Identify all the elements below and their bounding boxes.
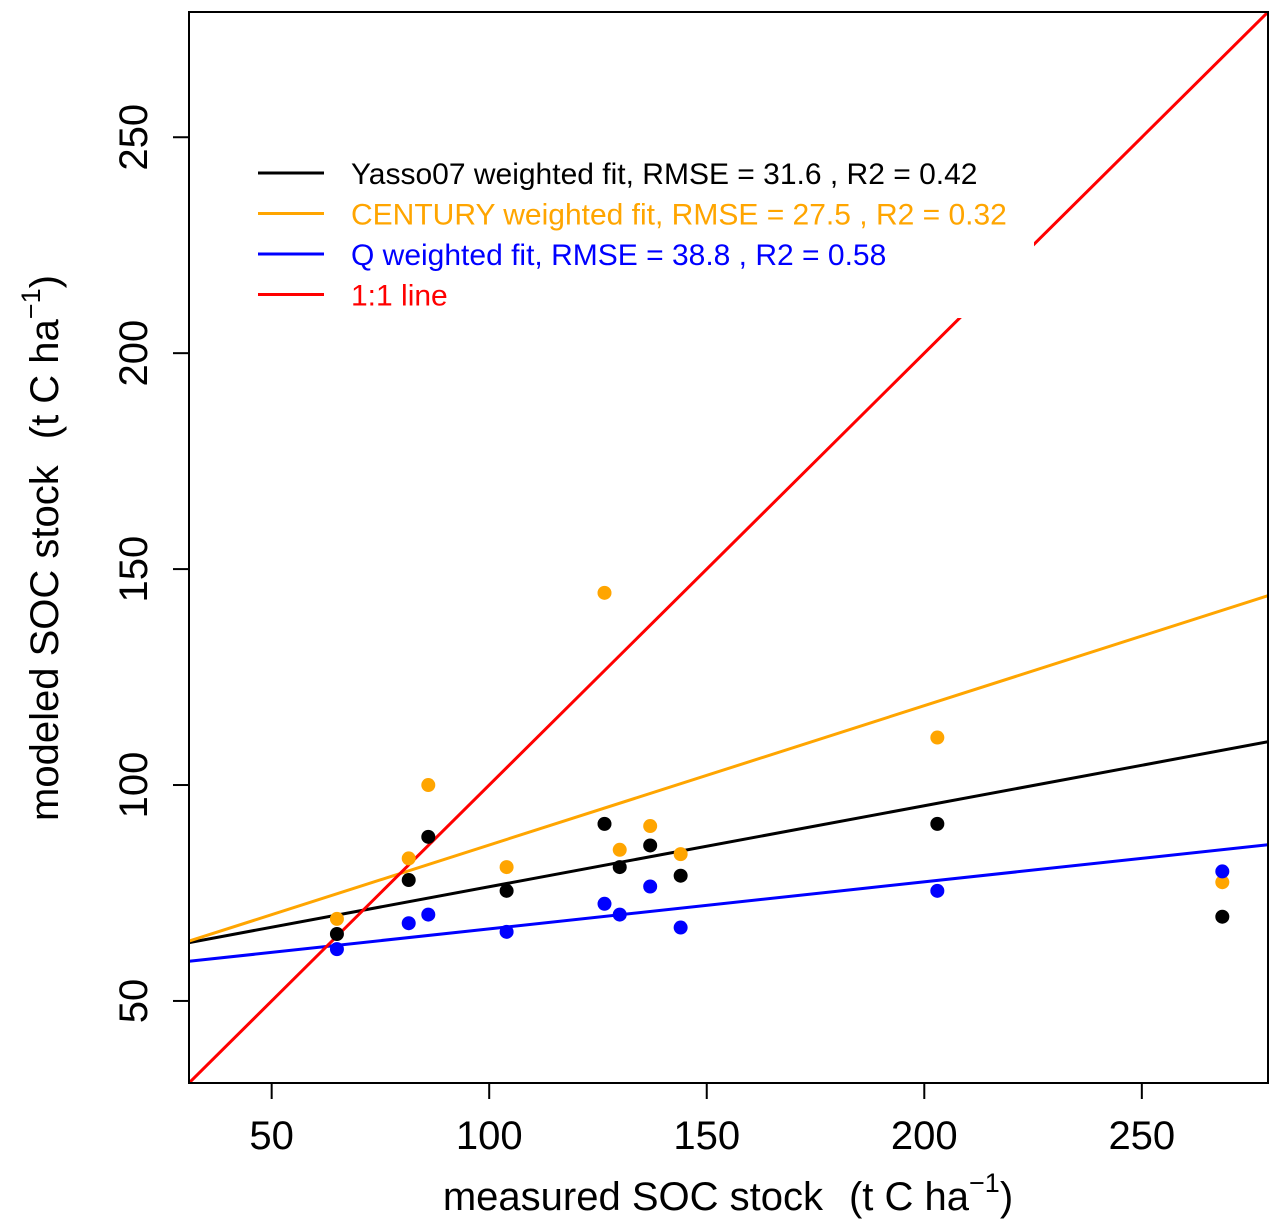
fit-line-series-1	[189, 740, 1268, 945]
data-point-series-3	[329, 942, 344, 957]
data-point-series-3	[421, 907, 436, 922]
x-tick-label: 250	[1108, 1114, 1175, 1158]
data-point-series-2	[673, 847, 688, 862]
data-point-series-2	[401, 851, 416, 866]
fit-line-series-3	[189, 843, 1268, 963]
x-tick-label: 150	[673, 1114, 740, 1158]
data-point-series-1	[1215, 909, 1230, 924]
data-point-series-1	[421, 829, 436, 844]
plot-lines	[189, 12, 1268, 1083]
y-tick-label: 250	[112, 104, 156, 171]
data-point-series-1	[597, 816, 612, 831]
y-tick-label: 150	[112, 536, 156, 603]
y-tick-label: 100	[112, 752, 156, 819]
plot-points	[329, 585, 1230, 957]
data-point-series-3	[597, 896, 612, 911]
data-point-series-2	[421, 778, 436, 793]
x-axis-title: measured SOC stock (t C ha−1)	[443, 1168, 1013, 1219]
reference-line-1-1	[189, 12, 1268, 1083]
data-point-series-2	[597, 585, 612, 600]
data-point-series-1	[643, 838, 658, 853]
x-axis: 50 100 150 200 250	[249, 1083, 1175, 1158]
data-point-series-1	[930, 816, 945, 831]
data-point-series-1	[612, 860, 627, 875]
y-axis-title: modeled SOC stock(t C ha−1)	[16, 275, 67, 821]
x-tick-label: 200	[891, 1114, 958, 1158]
data-point-series-2	[329, 911, 344, 926]
plot-frame	[188, 11, 1269, 1084]
legend-label: Q weighted fit, RMSE = 38.8 , R2 = 0.58	[351, 239, 886, 272]
data-point-series-2	[643, 819, 658, 834]
data-point-series-1	[401, 873, 416, 888]
data-point-series-3	[401, 916, 416, 931]
legend-label: CENTURY weighted fit, RMSE = 27.5 , R2 =…	[351, 199, 1007, 232]
data-point-series-3	[930, 883, 945, 898]
data-point-series-1	[499, 883, 514, 898]
data-point-series-3	[1215, 864, 1230, 879]
data-point-series-2	[1215, 875, 1230, 890]
data-point-series-2	[930, 730, 945, 745]
data-point-series-3	[612, 907, 627, 922]
data-point-series-3	[499, 924, 514, 939]
data-point-series-2	[499, 860, 514, 875]
legend-label: 1:1 line	[351, 280, 448, 313]
data-point-series-1	[329, 927, 344, 942]
y-axis: 50 100 150 200 250	[112, 104, 189, 1023]
data-point-series-3	[643, 879, 658, 894]
data-point-series-2	[612, 842, 627, 857]
y-tick-label: 50	[112, 979, 156, 1024]
legend: Yasso07 weighted fit, RMSE = 31.6 , R2 =…	[258, 158, 1007, 313]
y-tick-label: 200	[112, 320, 156, 387]
legend-background	[244, 148, 1034, 318]
data-point-series-3	[673, 920, 688, 935]
x-tick-label: 100	[456, 1114, 523, 1158]
x-tick-label: 50	[249, 1114, 294, 1158]
data-point-series-1	[673, 868, 688, 883]
legend-label: Yasso07 weighted fit, RMSE = 31.6 , R2 =…	[351, 158, 977, 191]
fit-line-series-2	[189, 594, 1268, 943]
